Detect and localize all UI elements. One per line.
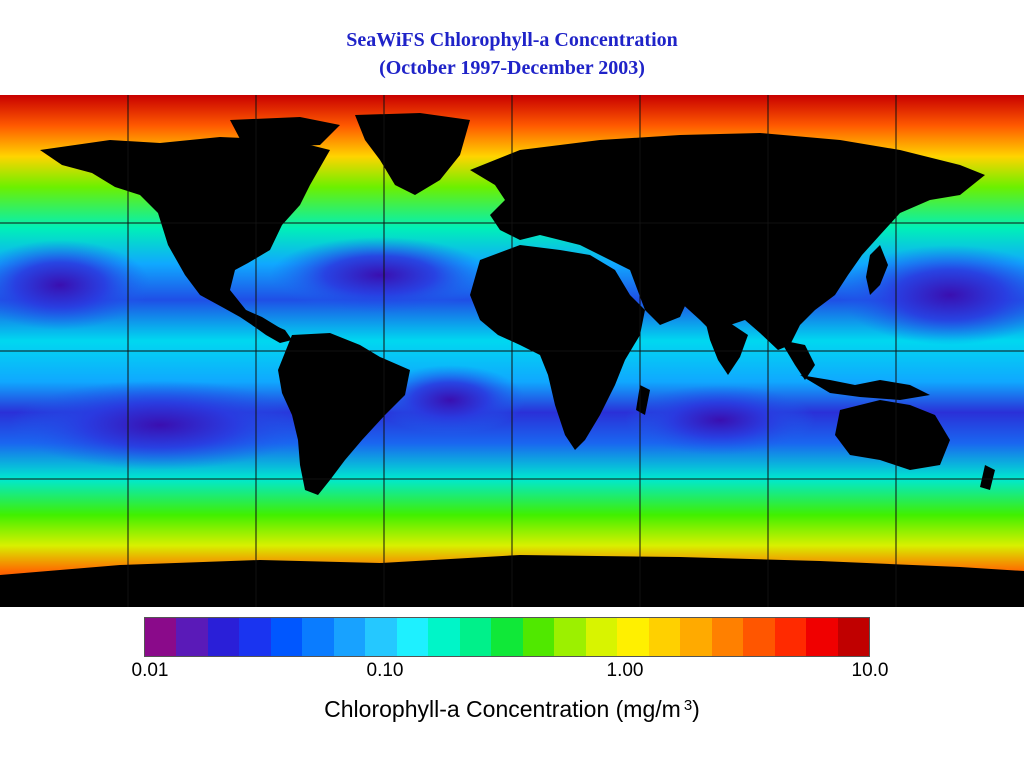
colorbar-label-sup: 3	[683, 697, 693, 714]
south-atlantic-gyre	[375, 365, 525, 435]
map-title: SeaWiFS Chlorophyll-a Concentration (Oct…	[0, 26, 1024, 82]
colorbar-label: Chlorophyll-a Concentration (mg/m 3)	[0, 696, 1024, 723]
land-arctic-islands	[230, 117, 340, 147]
land-central-america	[246, 310, 292, 343]
colorbar-swatch-19	[743, 618, 775, 656]
indian-ocean-gyre	[625, 385, 815, 455]
colorbar-swatch-8	[396, 618, 429, 656]
land-eurasia	[470, 133, 985, 350]
colorbar-tick-2: 1.00	[606, 660, 644, 681]
colorbar-swatch-10	[459, 618, 492, 656]
land-arabia	[630, 270, 690, 325]
title-line-2: (October 1997-December 2003)	[379, 57, 645, 79]
colorbar-tick-3: 10.0	[851, 660, 889, 681]
colorbar-swatch-1	[176, 618, 208, 656]
colorbar-swatch-14	[585, 618, 618, 656]
land-new-zealand	[980, 465, 995, 490]
land-india	[705, 320, 748, 375]
north-atlantic-gyre	[270, 237, 490, 313]
north-pacific-gyre-east	[840, 245, 1024, 345]
colorbar-swatch-3	[239, 618, 271, 656]
title-line-1: SeaWiFS Chlorophyll-a Concentration	[346, 29, 678, 51]
land-southeast-asia	[780, 340, 815, 380]
colorbar-tick-0: 0.01	[131, 660, 169, 681]
land-japan	[866, 245, 888, 295]
world-chlorophyll-map	[0, 95, 1024, 607]
land-africa	[470, 245, 645, 450]
colorbar-swatch-17	[680, 618, 712, 656]
colorbar-label-main: Chlorophyll-a Concentration (mg/m	[324, 696, 681, 722]
land-australia	[835, 400, 950, 470]
colorbar	[144, 617, 870, 657]
colorbar-swatch-18	[711, 618, 744, 656]
colorbar-swatch-12	[522, 618, 555, 656]
colorbar-swatch-15	[617, 618, 649, 656]
colorbar-swatch-20	[774, 618, 807, 656]
land-south-america	[278, 333, 410, 495]
colorbar-swatch-2	[207, 618, 240, 656]
colorbar-swatch-7	[365, 618, 397, 656]
land-masses	[0, 113, 1024, 607]
colorbar-swatch-4	[270, 618, 303, 656]
colorbar-swatch-5	[302, 618, 334, 656]
colorbar-swatch-16	[648, 618, 681, 656]
graticule	[0, 95, 1024, 607]
land-indonesia	[800, 375, 930, 400]
colorbar-swatch-9	[428, 618, 460, 656]
colorbar-label-end: )	[692, 696, 700, 722]
colorbar-swatch-21	[806, 618, 838, 656]
land-north-america	[40, 137, 330, 340]
colorbar-swatch-11	[491, 618, 523, 656]
colorbar-swatch-13	[554, 618, 586, 656]
colorbar-swatch-6	[333, 618, 366, 656]
north-pacific-gyre-west	[0, 240, 150, 330]
colorbar-tick-1: 0.10	[366, 660, 404, 681]
south-pacific-gyre	[10, 380, 310, 470]
colorbar-swatch-22	[837, 618, 870, 656]
colorbar-swatch-0	[145, 618, 177, 656]
